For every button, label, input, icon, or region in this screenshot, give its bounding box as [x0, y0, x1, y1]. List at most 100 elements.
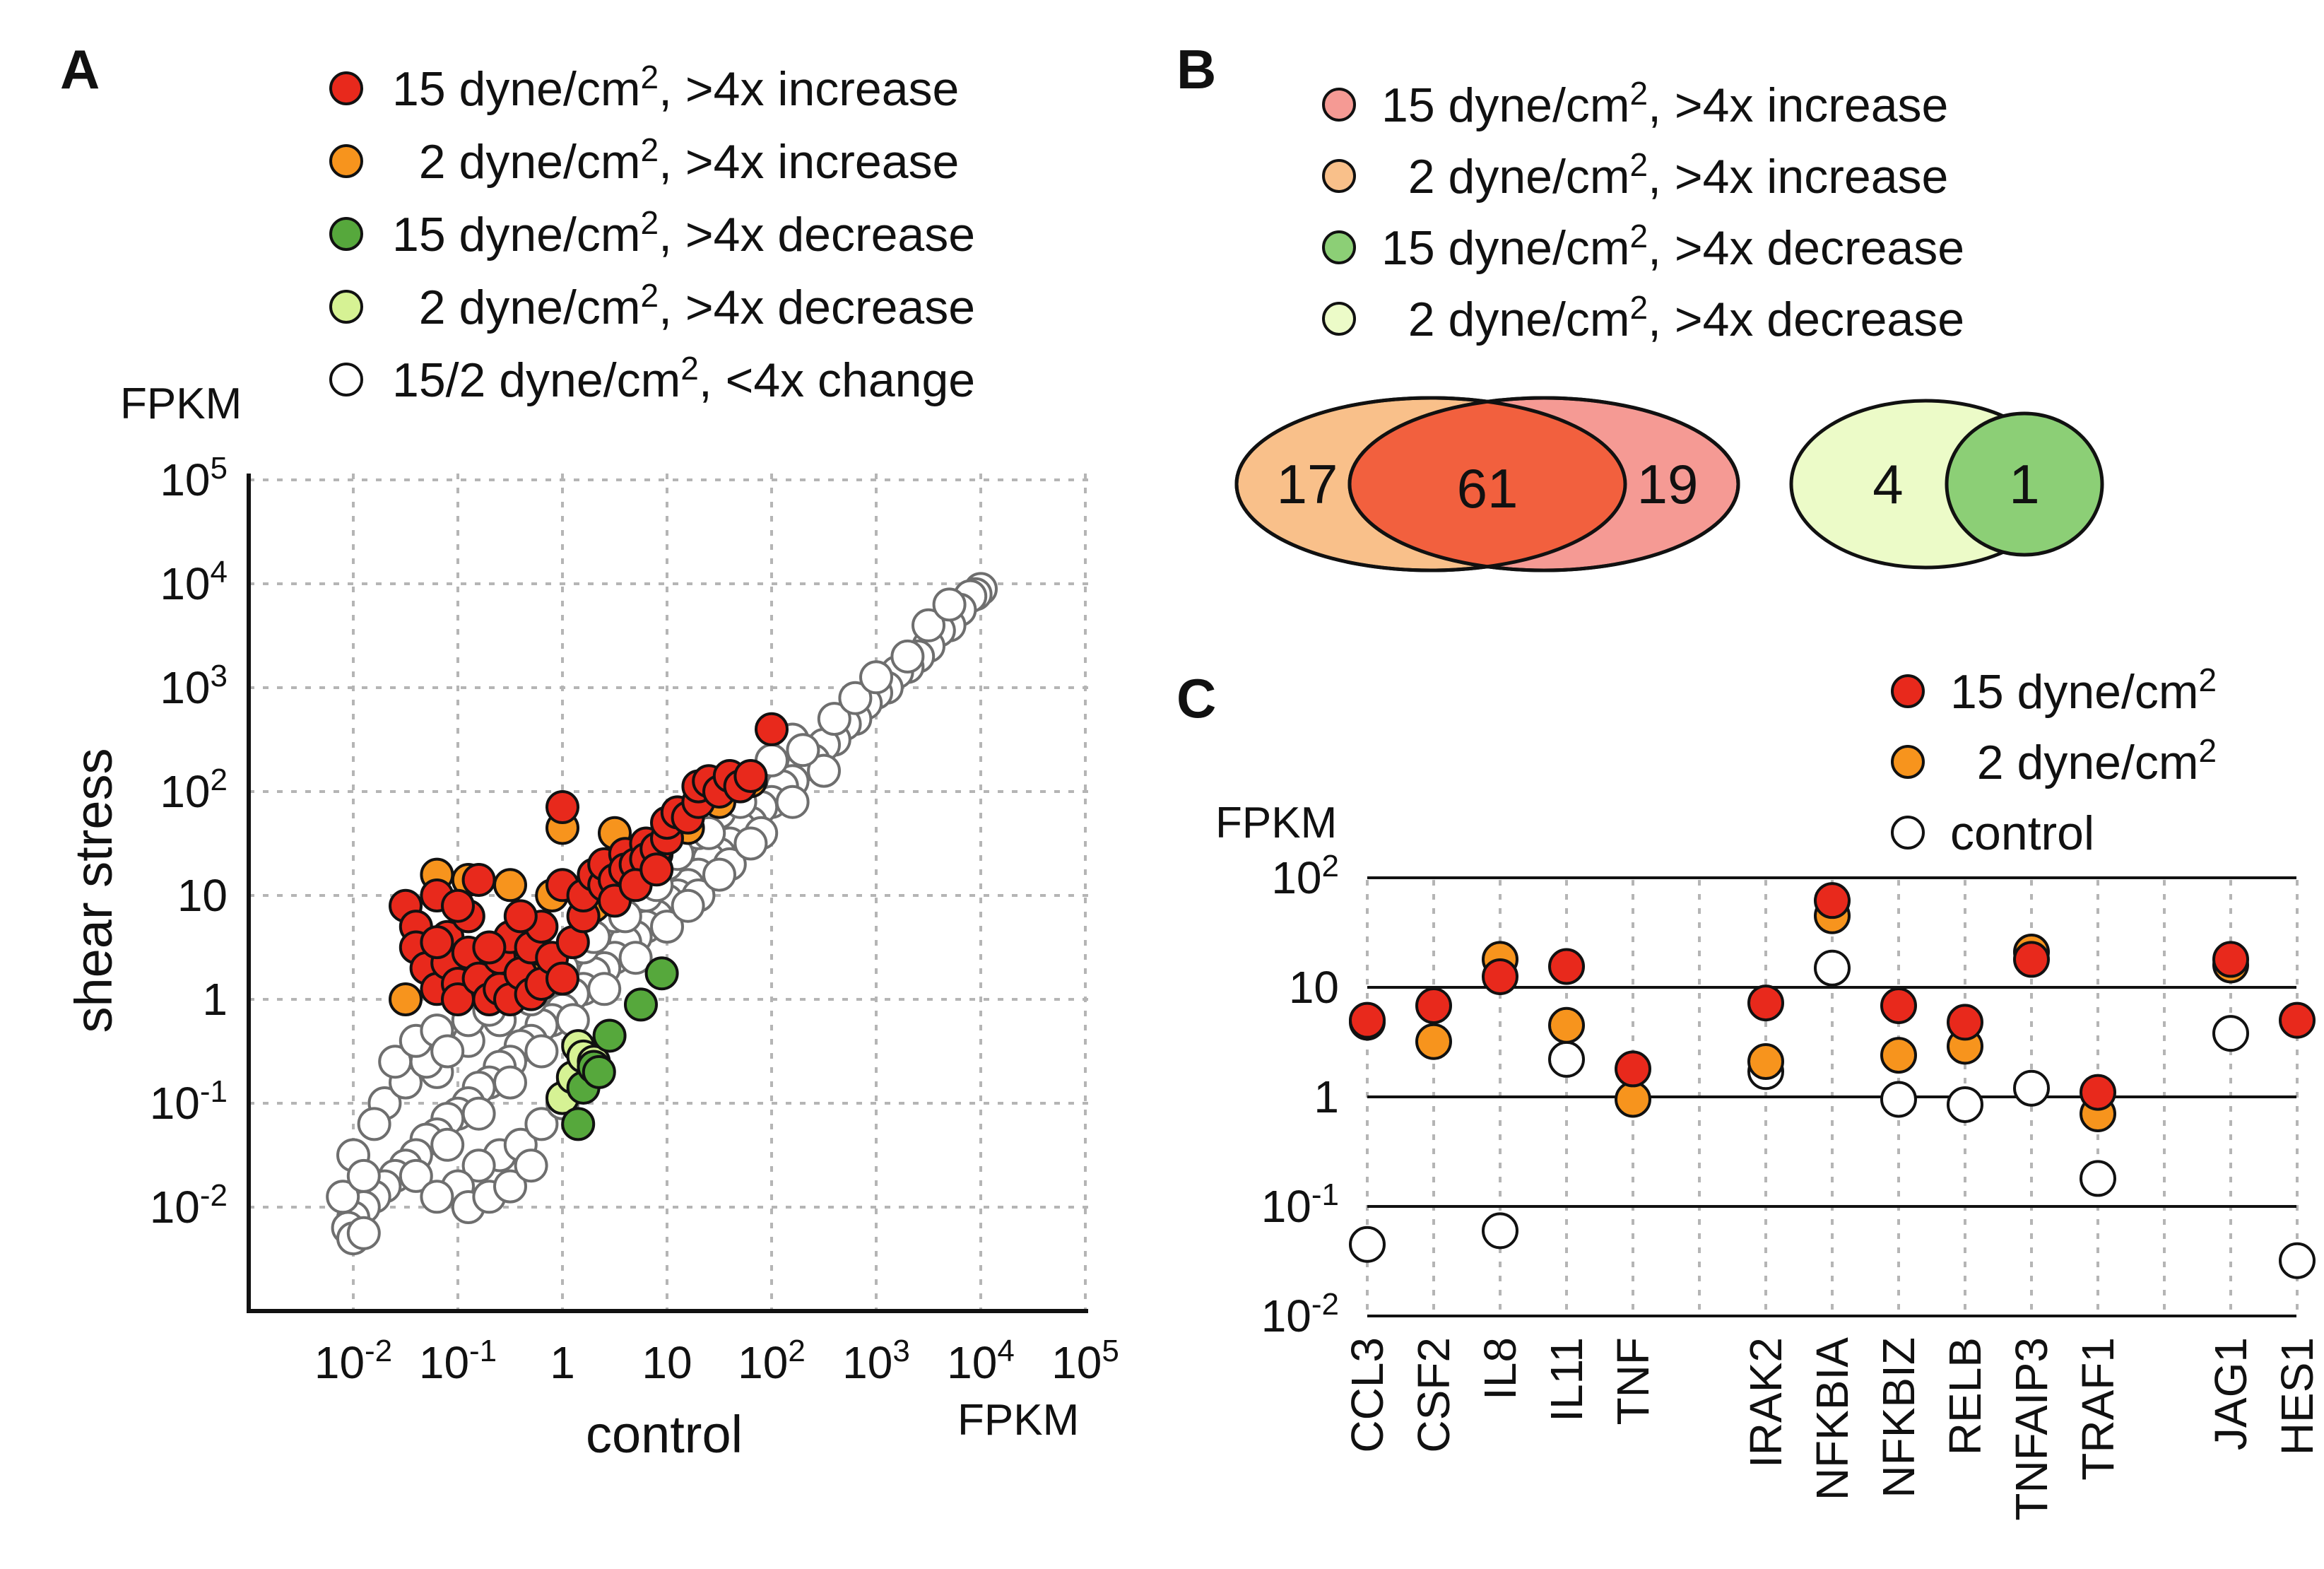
legend-marker-white	[329, 363, 363, 396]
scatter-point-white	[461, 1148, 496, 1183]
dot-red-CCL3	[1349, 1001, 1386, 1039]
scatter-point-red	[545, 790, 579, 825]
gene-label-CSF2: CSF2	[1408, 1337, 1459, 1453]
x-tick-a: 1	[550, 1337, 575, 1388]
y-tick-a: 103	[160, 659, 228, 713]
dot-white-TRAF1	[2080, 1160, 2116, 1197]
dot-white-IL8	[1482, 1212, 1518, 1250]
venn-legend-label-3: 2 dyne/cm2, >4x decrease	[1381, 289, 1964, 346]
scatter-point-white	[430, 1034, 465, 1069]
x-tick-a: 105	[1051, 1334, 1119, 1388]
x-axis-unit-a: FPKM	[957, 1396, 1079, 1445]
scatter-axes	[247, 474, 1088, 1313]
y-tick-a: 10-1	[150, 1074, 228, 1129]
dot-legend-marker-red	[1891, 674, 1925, 708]
panel-letter-b: B	[1176, 38, 1216, 100]
dot-legend-marker-white	[1891, 816, 1925, 850]
scatter-point-white	[671, 888, 705, 923]
y-tick-a: 1	[202, 974, 228, 1025]
dot-orange-CSF2	[1415, 1023, 1452, 1060]
scatter-point-white	[524, 1034, 559, 1069]
scatter-point-white	[493, 1065, 527, 1100]
gene-label-JAG1: JAG1	[2205, 1337, 2256, 1450]
gene-label-RELB: RELB	[1940, 1337, 1990, 1455]
dot-red-IL11	[1548, 948, 1585, 985]
venn-count-15dyne-decrease: 1	[2009, 453, 2039, 515]
scatter-point-red	[503, 899, 538, 934]
venn-overlap-increase	[1350, 398, 1625, 570]
y-tick-a: 10	[177, 870, 228, 921]
gene-label-IRAK2: IRAK2	[1740, 1337, 1791, 1468]
venn-count-both-increase: 61	[1457, 457, 1518, 519]
dot-legend-label-0: 15 dyne/cm2	[1950, 662, 2217, 719]
x-tick-a: 10-2	[314, 1334, 392, 1388]
venn-legend-marker-venn_green	[1322, 230, 1356, 264]
gene-label-CCL3: CCL3	[1342, 1337, 1393, 1453]
venn-count-only-2dyne-increase: 17	[1277, 453, 1338, 515]
scatter-point-green	[624, 987, 658, 1022]
dot-white-CCL3	[1349, 1226, 1386, 1263]
scatter-point-orange	[389, 982, 423, 1016]
venn-legend-label-0: 15 dyne/cm2, >4x increase	[1381, 75, 1948, 132]
scatter-point-white	[587, 972, 622, 1006]
dot-red-RELB	[1947, 1004, 1983, 1041]
scatter-point-white	[493, 1169, 527, 1204]
gene-label-IL8: IL8	[1475, 1337, 1526, 1400]
venn-legend-marker-venn_orange	[1322, 159, 1356, 193]
y-tick-c: 10-1	[1261, 1177, 1339, 1232]
scatter-point-red	[545, 961, 579, 996]
scatter-point-green	[592, 1018, 627, 1053]
y-axis-unit-a: FPKM	[120, 380, 242, 428]
x-tick-a: 102	[738, 1334, 806, 1388]
scatter-point-white	[859, 660, 893, 695]
dot-white-IL11	[1548, 1040, 1585, 1078]
legend-label-a-2: 15 dyne/cm2, >4x decrease	[392, 204, 975, 262]
scatter-point-red	[639, 852, 674, 887]
dot-points	[1349, 882, 2316, 1279]
dot-red-HES1	[2279, 1001, 2316, 1039]
scatter-point-white	[817, 702, 851, 736]
scatter-point-white	[346, 1216, 381, 1250]
x-tick-a: 10	[642, 1337, 692, 1388]
dot-red-IL8	[1482, 958, 1518, 995]
venn-increase: 17 61 19	[1234, 396, 1740, 572]
y-tick-c: 10-2	[1261, 1287, 1339, 1341]
dot-red-TNF	[1615, 1050, 1651, 1088]
x-tick-a: 104	[947, 1334, 1015, 1388]
y-tick-c: 102	[1271, 849, 1339, 903]
scatter-point-white	[775, 784, 810, 819]
scatter-point-green	[561, 1107, 596, 1141]
legend-marker-green	[329, 217, 363, 251]
legend-label-a-1: 2 dyne/cm2, >4x increase	[392, 131, 959, 189]
scatter-point-red	[420, 925, 454, 960]
dot-red-NFKBIZ	[1880, 987, 1917, 1024]
scatter-point-white	[702, 857, 736, 892]
x-tick-a: 10-1	[419, 1334, 497, 1388]
scatter-point-white	[912, 608, 945, 642]
scatter-point-white	[461, 1096, 496, 1131]
dot-red-JAG1	[2212, 941, 2249, 978]
scatter-point-white	[378, 1045, 413, 1079]
dot-orange-TNF	[1615, 1081, 1651, 1118]
y-tick-a: 102	[160, 763, 228, 817]
gene-label-NFKBIZ: NFKBIZ	[1873, 1337, 1924, 1498]
scatter-point-white	[514, 1148, 548, 1183]
scatter-point-red	[755, 712, 789, 746]
y-tick-labels-c: 102 10 1 10-1 10-2	[1261, 849, 1339, 1341]
venn-legend-label-1: 2 dyne/cm2, >4x increase	[1381, 146, 1948, 204]
gene-label-TNFAIP3: TNFAIP3	[2006, 1337, 2057, 1521]
scatter-point-white	[430, 1127, 465, 1162]
y-tick-a: 10-2	[150, 1178, 228, 1233]
scatter-point-green	[582, 1054, 616, 1089]
venn-legend-marker-venn_red	[1322, 88, 1356, 122]
dot-legend: 15 dyne/cm2 2 dyne/cm2 control	[1891, 662, 2217, 860]
scatter-point-white	[357, 1107, 391, 1141]
venn-legend: 15 dyne/cm2, >4x increase 2 dyne/cm2, >4…	[1322, 75, 1964, 346]
legend-label-a-3: 2 dyne/cm2, >4x decrease	[392, 277, 975, 334]
y-tick-c: 10	[1289, 962, 1339, 1013]
scatter-point-red	[733, 758, 768, 793]
scatter-point-white	[733, 826, 768, 861]
legend-marker-red	[329, 71, 363, 105]
